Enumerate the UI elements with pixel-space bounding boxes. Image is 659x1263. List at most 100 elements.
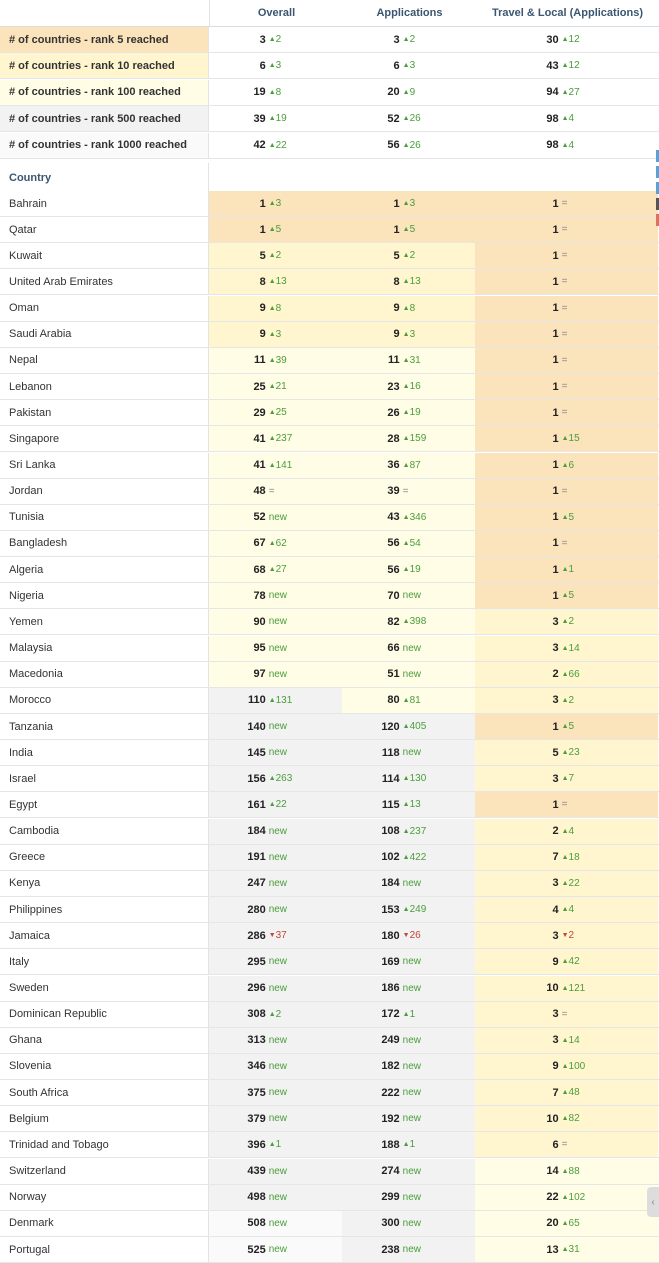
table-row[interactable]: Norway 498 new 299 new 22 ▲102 <box>0 1184 659 1211</box>
country-name[interactable]: Macedonia <box>0 661 209 687</box>
table-row[interactable]: Saudi Arabia 9 ▲3 9 ▲3 1 = <box>0 321 659 348</box>
country-name[interactable]: Trinidad and Tobago <box>0 1132 209 1158</box>
country-name[interactable]: Nepal <box>0 347 209 373</box>
table-row[interactable]: Kenya 247 new 184 new 3 ▲22 <box>0 870 659 897</box>
table-row[interactable]: Qatar 1 ▲5 1 ▲5 1 = <box>0 217 659 244</box>
table-row[interactable]: Pakistan 29 ▲25 26 ▲19 1 = <box>0 400 659 427</box>
table-row[interactable]: Macedonia 97 new 51 new 2 ▲66 <box>0 661 659 688</box>
column-header-applications[interactable]: Applications <box>376 7 443 19</box>
country-name[interactable]: Bahrain <box>0 191 209 216</box>
table-row[interactable]: South Africa 375 new 222 new 7 ▲48 <box>0 1080 659 1107</box>
country-name[interactable]: Bangladesh <box>0 530 209 556</box>
table-row[interactable]: Bangladesh 67 ▲62 56 ▲54 1 = <box>0 530 659 557</box>
country-name[interactable]: Yemen <box>0 609 209 635</box>
table-row[interactable]: Lebanon 25 ▲21 23 ▲16 1 = <box>0 374 659 401</box>
table-row[interactable]: Greece 191 new 102 ▲422 7 ▲18 <box>0 844 659 871</box>
rank-value: 299 <box>381 1191 400 1204</box>
column-header-travel[interactable]: Travel & Local (Applications) <box>492 7 643 19</box>
table-row[interactable]: Ghana 313 new 249 new 3 ▲14 <box>0 1027 659 1054</box>
column-header-overall[interactable]: Overall <box>257 7 296 19</box>
country-name[interactable]: Israel <box>0 766 209 792</box>
country-name[interactable]: Slovenia <box>0 1053 209 1079</box>
rank-change: ▲19 <box>400 407 475 418</box>
country-name[interactable]: Kuwait <box>0 243 209 269</box>
table-row[interactable]: Philippines 280 new 153 ▲249 4 ▲4 <box>0 897 659 924</box>
country-name[interactable]: Saudi Arabia <box>0 321 209 347</box>
country-name[interactable]: Ghana <box>0 1027 209 1053</box>
country-name[interactable]: Switzerland <box>0 1158 209 1184</box>
table-row[interactable]: Nigeria 78 new 70 new 1 ▲5 <box>0 583 659 610</box>
rank-change: ▲88 <box>559 1166 658 1177</box>
table-row[interactable]: Kuwait 5 ▲2 5 ▲2 1 = <box>0 243 659 270</box>
country-name[interactable]: Malaysia <box>0 635 209 661</box>
table-row[interactable]: Jamaica 286 ▼37 180 ▼26 3 ▼2 <box>0 923 659 950</box>
country-name[interactable]: Tanzania <box>0 714 209 739</box>
country-name[interactable]: Philippines <box>0 897 209 923</box>
scroll-handle-icon[interactable]: ‹ <box>647 1187 659 1217</box>
rank-change: ▲237 <box>266 433 342 444</box>
table-row[interactable]: Sweden 296 new 186 new 10 ▲121 <box>0 975 659 1002</box>
country-name[interactable]: Belgium <box>0 1106 209 1132</box>
country-name[interactable]: Kenya <box>0 870 209 896</box>
country-name[interactable]: Italy <box>0 949 209 975</box>
table-row[interactable]: Egypt 161 ▲22 115 ▲13 1 = <box>0 792 659 819</box>
table-row[interactable]: Sri Lanka 41 ▲141 36 ▲87 1 ▲6 <box>0 452 659 479</box>
country-name[interactable]: Tunisia <box>0 504 209 530</box>
rank-change: ▲13 <box>400 276 475 287</box>
country-column-header[interactable]: Country <box>0 163 209 192</box>
rank-cell: 299 new <box>342 1184 475 1210</box>
table-row[interactable]: Denmark 508 new 300 new 20 ▲65 <box>0 1210 659 1237</box>
table-row[interactable]: Bahrain 1 ▲3 1 ▲3 1 = <box>0 191 659 217</box>
rank-value: 90 <box>253 615 266 628</box>
table-row[interactable]: Portugal 525 new 238 new 13 ▲31 <box>0 1237 659 1263</box>
country-name[interactable]: Jamaica <box>0 923 209 949</box>
rank-change-value: 31 <box>568 1244 580 1255</box>
country-name[interactable]: Algeria <box>0 557 209 583</box>
table-row[interactable]: Israel 156 ▲263 114 ▲130 3 ▲7 <box>0 766 659 793</box>
country-name[interactable]: Jordan <box>0 478 209 504</box>
country-name[interactable]: Portugal <box>0 1237 209 1262</box>
rank-cell: 249 new <box>342 1027 475 1053</box>
table-row[interactable]: Trinidad and Tobago 396 ▲1 188 ▲1 6 = <box>0 1132 659 1159</box>
table-row[interactable]: Malaysia 95 new 66 new 3 ▲14 <box>0 635 659 662</box>
country-name[interactable]: United Arab Emirates <box>0 269 209 295</box>
country-name[interactable]: Egypt <box>0 792 209 818</box>
country-name[interactable]: India <box>0 740 209 766</box>
table-row[interactable]: Jordan 48 = 39 = 1 = <box>0 478 659 505</box>
country-name[interactable]: South Africa <box>0 1080 209 1106</box>
country-name[interactable]: Cambodia <box>0 818 209 844</box>
country-name[interactable]: Greece <box>0 844 209 870</box>
table-row[interactable]: Italy 295 new 169 new 9 ▲42 <box>0 949 659 976</box>
table-row[interactable]: Slovenia 346 new 182 new 9 ▲100 <box>0 1053 659 1080</box>
table-row[interactable]: Nepal 11 ▲39 11 ▲31 1 = <box>0 347 659 374</box>
table-row[interactable]: Tanzania 140 new 120 ▲405 1 ▲5 <box>0 714 659 740</box>
rank-cell: 102 ▲422 <box>342 844 475 870</box>
table-row[interactable]: Switzerland 439 new 274 new 14 ▲88 <box>0 1158 659 1185</box>
country-name[interactable]: Oman <box>0 295 209 321</box>
country-name[interactable]: Nigeria <box>0 583 209 609</box>
table-row[interactable]: Oman 9 ▲8 9 ▲8 1 = <box>0 295 659 322</box>
country-name[interactable]: Norway <box>0 1184 209 1210</box>
table-row[interactable]: Algeria 68 ▲27 56 ▲19 1 ▲1 <box>0 557 659 584</box>
table-row[interactable]: Singapore 41 ▲237 28 ▲159 1 ▲15 <box>0 426 659 453</box>
country-name[interactable]: Morocco <box>0 687 209 713</box>
country-name[interactable]: Dominican Republic <box>0 1001 209 1027</box>
table-row[interactable]: Cambodia 184 new 108 ▲237 2 ▲4 <box>0 818 659 845</box>
table-row[interactable]: United Arab Emirates 8 ▲13 8 ▲13 1 = <box>0 269 659 296</box>
table-row[interactable]: Belgium 379 new 192 new 10 ▲82 <box>0 1106 659 1133</box>
country-name[interactable]: Qatar <box>0 217 209 243</box>
country-name[interactable]: Lebanon <box>0 374 209 400</box>
table-row[interactable]: India 145 new 118 new 5 ▲23 <box>0 740 659 767</box>
rank-change: ▲2 <box>559 616 658 627</box>
country-name[interactable]: Denmark <box>0 1210 209 1236</box>
country-name[interactable]: Sri Lanka <box>0 452 209 478</box>
table-row[interactable]: Tunisia 52 new 43 ▲346 1 ▲5 <box>0 504 659 531</box>
country-name[interactable]: Pakistan <box>0 400 209 426</box>
rank-value: 56 <box>387 537 400 550</box>
rank-cell: 9 ▲42 <box>475 949 658 975</box>
table-row[interactable]: Morocco 110 ▲131 80 ▲81 3 ▲2 <box>0 687 659 714</box>
country-name[interactable]: Sweden <box>0 975 209 1001</box>
country-name[interactable]: Singapore <box>0 426 209 452</box>
table-row[interactable]: Yemen 90 new 82 ▲398 3 ▲2 <box>0 609 659 636</box>
table-row[interactable]: Dominican Republic 308 ▲2 172 ▲1 3 = <box>0 1001 659 1028</box>
